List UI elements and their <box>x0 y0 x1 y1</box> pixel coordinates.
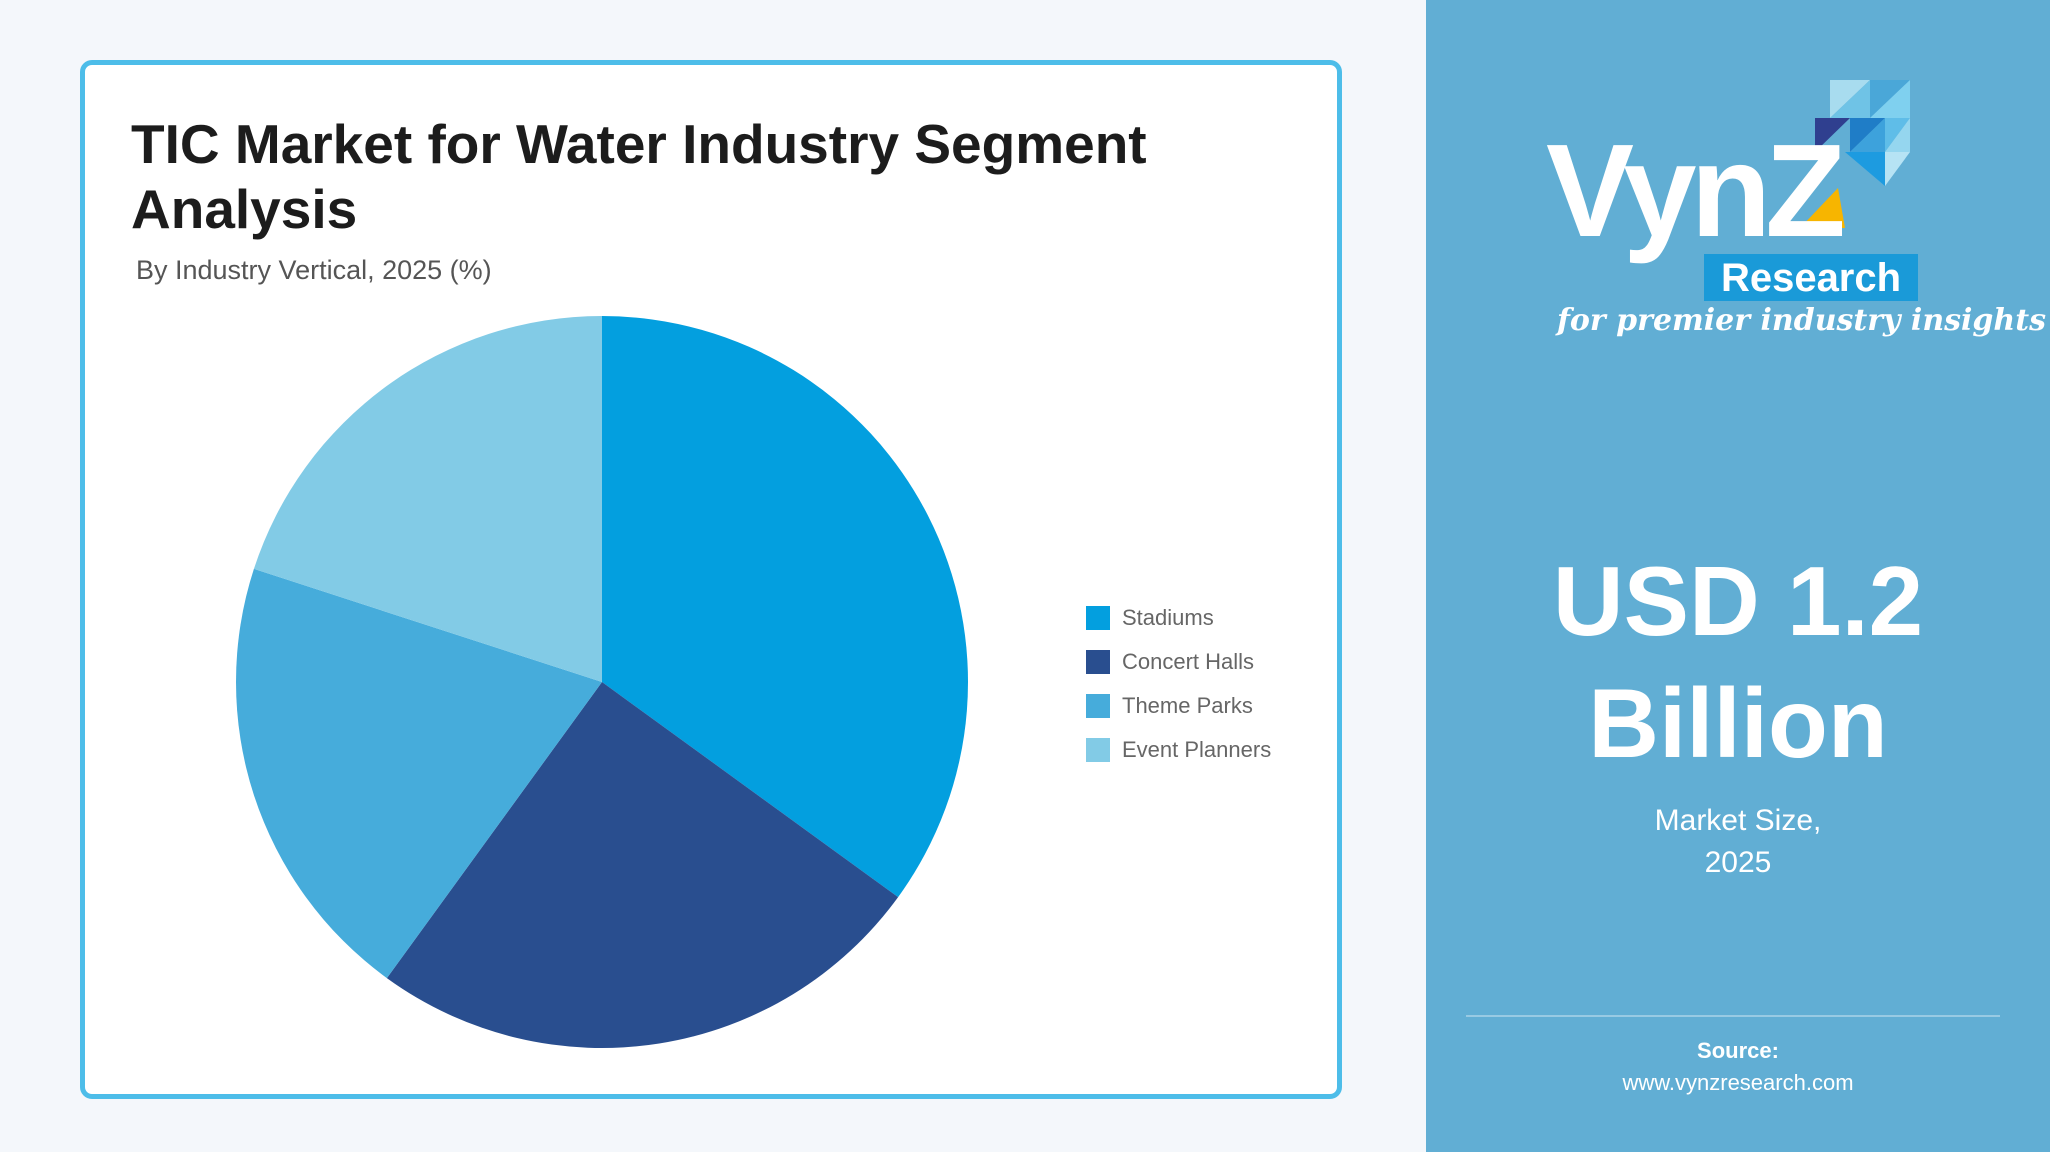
chart-legend: Stadiums Concert Halls Theme Parks Event… <box>1086 596 1271 772</box>
legend-label: Concert Halls <box>1122 649 1255 674</box>
legend-swatch <box>1086 650 1110 674</box>
market-size-value: USD 1.2 Billion <box>1426 540 2050 784</box>
legend-label: Stadiums <box>1122 605 1214 630</box>
legend-item-event-planners: Event Planners <box>1086 728 1271 772</box>
market-size-caption: Market Size, 2025 <box>1426 800 2050 884</box>
side-panel <box>1426 0 2050 1152</box>
market-size-year: 2025 <box>1704 846 1772 879</box>
market-size-amount: USD 1.2 <box>1552 546 1924 656</box>
legend-item-concert-halls: Concert Halls <box>1086 640 1271 684</box>
legend-label: Event Planners <box>1122 737 1272 762</box>
logo-accent-shape <box>1800 188 1845 228</box>
source-label: Source: <box>1697 1038 1779 1063</box>
source-link[interactable]: www.vynzresearch.com <box>1622 1070 1854 1095</box>
legend-item-theme-parks: Theme Parks <box>1086 684 1271 728</box>
market-size-label: Market Size, <box>1654 804 1822 837</box>
logo-research-text: Research <box>1721 256 1901 300</box>
legend-swatch <box>1086 738 1110 762</box>
logo-mosaic-icon <box>1815 80 1910 186</box>
logo-research-bar <box>1704 254 1918 301</box>
legend-label: Theme Parks <box>1122 693 1253 718</box>
legend-item-stadiums: Stadiums <box>1086 596 1271 640</box>
chart-subtitle: By Industry Vertical, 2025 (%) <box>136 255 492 285</box>
legend-swatch <box>1086 606 1110 630</box>
market-size-unit: Billion <box>1588 668 1888 778</box>
logo-tagline: for premier industry insights <box>1557 303 2046 338</box>
divider <box>1466 1015 2000 1017</box>
logo-wordmark: VynZ <box>1546 117 1842 264</box>
vynz-research-logo: VynZ Research <box>1546 80 1918 301</box>
chart-title: TIC Market for Water Industry Segment An… <box>131 113 1147 240</box>
legend-swatch <box>1086 694 1110 718</box>
